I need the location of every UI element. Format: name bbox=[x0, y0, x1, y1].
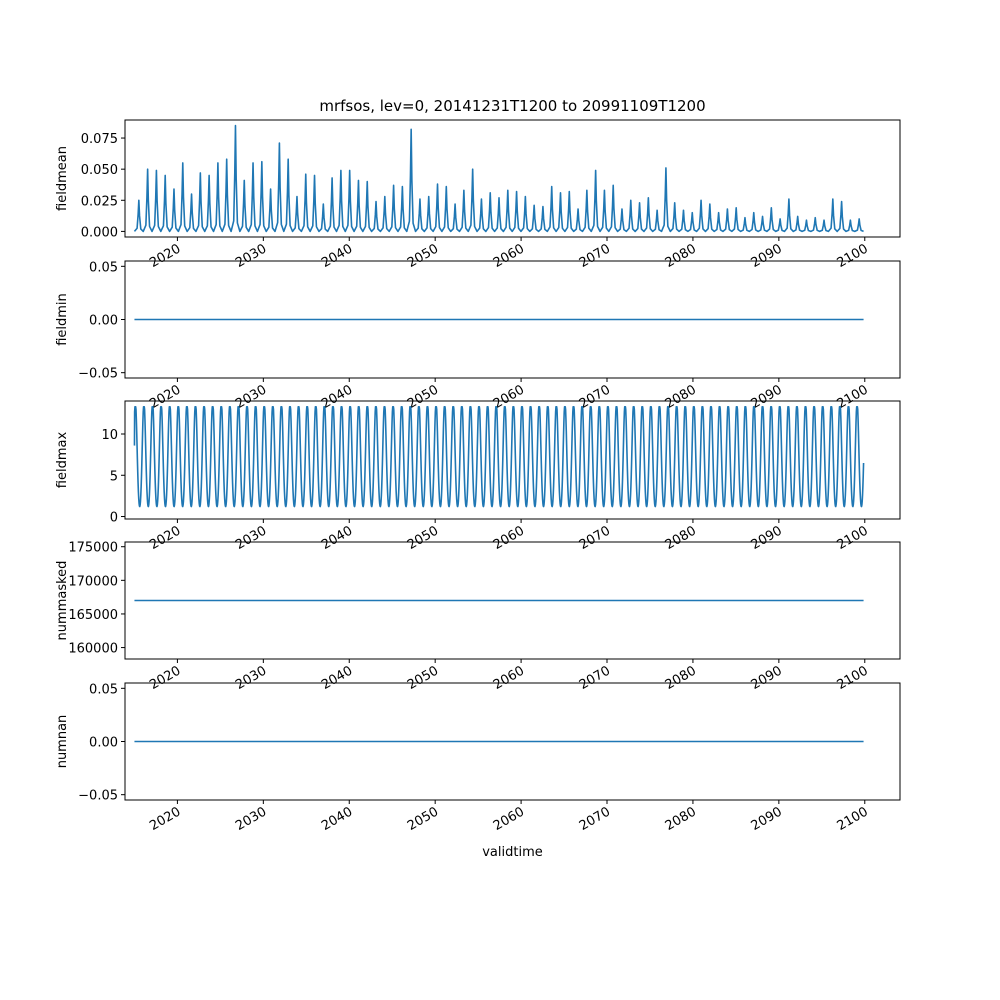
fieldmax-ytick-label: 10 bbox=[101, 428, 118, 443]
nummasked-ytick-label: 165000 bbox=[68, 608, 118, 623]
subplot-fieldmax: 0 5 10 fieldmax 2020 2030 2040 2050 2060 2070 2080… bbox=[55, 400, 901, 553]
fieldmean-xtick-label: 2050 bbox=[405, 241, 441, 271]
fieldmax-ytick-label: 0 bbox=[110, 511, 118, 526]
fieldmean-xtick-label: 2080 bbox=[663, 241, 699, 271]
fieldmax-xtick-label: 2060 bbox=[491, 523, 527, 553]
nummasked-ytick-label: 160000 bbox=[68, 642, 118, 657]
fieldmean-xtick-label: 2100 bbox=[835, 241, 871, 271]
fieldmean-xtick-label: 2090 bbox=[749, 241, 785, 271]
fieldmax-series-line bbox=[133, 405, 865, 508]
nummasked-xtick-label: 2060 bbox=[491, 663, 527, 693]
fieldmax-xtick-label: 2070 bbox=[577, 523, 613, 553]
fieldmax-xtick-label: 2030 bbox=[233, 523, 269, 553]
fieldmean-ytick-label: 0.000 bbox=[81, 225, 118, 240]
x-axis-label: validtime bbox=[482, 845, 543, 860]
fieldmean-series-line bbox=[133, 124, 864, 233]
numnan-xtick-label: 2020 bbox=[147, 804, 183, 834]
fieldmean-xtick-label: 2040 bbox=[319, 241, 355, 271]
nummasked-xtick-label: 2020 bbox=[147, 663, 183, 693]
fieldmean-ytick-label: 0.050 bbox=[81, 163, 118, 178]
fieldmax-xtick-label: 2080 bbox=[663, 523, 699, 553]
fieldmean-xtick-label: 2070 bbox=[577, 241, 613, 271]
numnan-xtick-label: 2060 bbox=[491, 804, 527, 834]
fieldmax-axes-frame bbox=[124, 400, 901, 520]
numnan-xtick-label: 2050 bbox=[405, 804, 441, 834]
fieldmax-xtick-label: 2050 bbox=[405, 523, 441, 553]
numnan-xtick-label: 2080 bbox=[663, 804, 699, 834]
nummasked-xtick-label: 2040 bbox=[319, 663, 355, 693]
figure-title: mrfsos, lev=0, 20141231T1200 to 20991109… bbox=[319, 97, 705, 115]
fieldmean-ytick-label: 0.025 bbox=[81, 194, 118, 209]
fieldmin-axis-label: fieldmin bbox=[55, 293, 70, 346]
numnan-xtick-label: 2040 bbox=[319, 804, 355, 834]
nummasked-xtick-label: 2100 bbox=[835, 663, 871, 693]
nummasked-axis-label: nummasked bbox=[55, 561, 70, 641]
fieldmin-ytick-label: 0.00 bbox=[89, 314, 118, 329]
nummasked-axes-frame bbox=[124, 541, 901, 660]
fieldmean-xtick-label: 2030 bbox=[233, 241, 269, 271]
fieldmax-xtick-label: 2100 bbox=[835, 523, 871, 553]
fieldmean-xtick-label: 2020 bbox=[147, 241, 183, 271]
numnan-ytick-label: −0.05 bbox=[78, 789, 118, 804]
numnan-xtick-label: 2070 bbox=[577, 804, 613, 834]
nummasked-xtick-label: 2070 bbox=[577, 663, 613, 693]
numnan-xtick-label: 2100 bbox=[835, 804, 871, 834]
fieldmax-xtick-label: 2020 bbox=[147, 523, 183, 553]
fieldmean-xtick-label: 2060 bbox=[491, 241, 527, 271]
numnan-xtick-label: 2030 bbox=[233, 804, 269, 834]
nummasked-xtick-label: 2050 bbox=[405, 663, 441, 693]
fieldmin-ytick-label: 0.05 bbox=[89, 260, 118, 275]
fieldmean-axes-frame bbox=[124, 119, 901, 238]
fieldmean-axis-label: fieldmean bbox=[55, 146, 70, 211]
nummasked-ytick-label: 170000 bbox=[68, 574, 118, 589]
fieldmin-ytick-label: −0.05 bbox=[78, 367, 118, 382]
nummasked-xtick-label: 2080 bbox=[663, 663, 699, 693]
nummasked-xtick-label: 2090 bbox=[749, 663, 785, 693]
subplot-fieldmean: 0.000 0.025 0.050 0.075 fieldmean 2020 2030 204… bbox=[55, 119, 901, 271]
fieldmax-axis-label: fieldmax bbox=[55, 432, 70, 489]
nummasked-xtick-label: 2030 bbox=[233, 663, 269, 693]
fieldmean-ytick-label: 0.075 bbox=[81, 132, 118, 147]
numnan-axis-label: numnan bbox=[55, 715, 70, 769]
subplot-numnan: −0.05 0.00 0.05 numnan 2020 2030 2040 2050 2060 2… bbox=[55, 682, 901, 834]
fieldmax-xtick-label: 2040 bbox=[319, 523, 355, 553]
numnan-ytick-label: 0.05 bbox=[89, 682, 118, 697]
numnan-ytick-label: 0.00 bbox=[89, 736, 118, 751]
numnan-xtick-label: 2090 bbox=[749, 804, 785, 834]
nummasked-ytick-label: 175000 bbox=[68, 541, 118, 556]
fieldmax-xtick-label: 2090 bbox=[749, 523, 785, 553]
subplot-nummasked: 160000 165000 170000 175000 nummasked 2020 203… bbox=[55, 541, 901, 693]
fieldmax-ytick-label: 5 bbox=[110, 469, 118, 484]
